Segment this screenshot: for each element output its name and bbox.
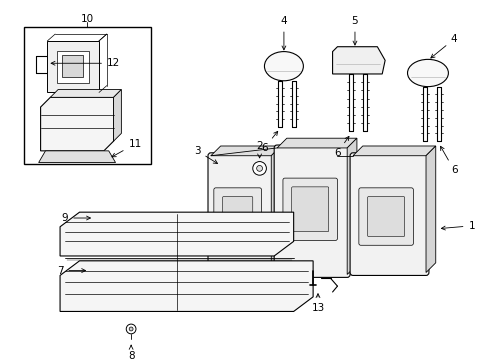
Text: 3: 3 — [194, 146, 217, 163]
Text: 13: 13 — [311, 294, 324, 312]
Text: 9: 9 — [61, 213, 90, 223]
Ellipse shape — [264, 51, 303, 81]
Polygon shape — [57, 51, 89, 83]
Polygon shape — [47, 41, 99, 93]
Text: 7: 7 — [57, 266, 85, 275]
Text: 6: 6 — [440, 146, 457, 175]
Polygon shape — [39, 151, 115, 162]
FancyBboxPatch shape — [274, 145, 349, 278]
Polygon shape — [346, 138, 356, 274]
Text: 2: 2 — [256, 141, 263, 158]
Polygon shape — [113, 90, 121, 141]
FancyBboxPatch shape — [349, 153, 428, 275]
Polygon shape — [210, 146, 281, 156]
FancyBboxPatch shape — [222, 197, 252, 237]
Circle shape — [129, 327, 133, 331]
Circle shape — [252, 162, 266, 175]
Text: 10: 10 — [81, 14, 94, 24]
FancyBboxPatch shape — [358, 188, 412, 245]
Text: 8: 8 — [127, 345, 134, 360]
Polygon shape — [352, 146, 435, 156]
Polygon shape — [425, 146, 435, 273]
Polygon shape — [60, 261, 312, 311]
Text: 6: 6 — [261, 131, 277, 153]
FancyBboxPatch shape — [367, 197, 404, 237]
FancyBboxPatch shape — [213, 188, 261, 245]
Text: 4: 4 — [430, 34, 457, 58]
FancyBboxPatch shape — [283, 178, 337, 240]
Polygon shape — [277, 138, 356, 148]
Bar — [24, 27, 150, 163]
Polygon shape — [271, 146, 281, 273]
Ellipse shape — [407, 59, 447, 87]
Text: 12: 12 — [51, 58, 120, 68]
Polygon shape — [60, 212, 293, 256]
Text: 4: 4 — [280, 17, 286, 50]
Text: 1: 1 — [441, 221, 474, 231]
Text: 5: 5 — [351, 17, 358, 45]
Text: 6: 6 — [333, 136, 348, 158]
Text: 11: 11 — [112, 139, 142, 157]
Circle shape — [256, 166, 262, 171]
FancyBboxPatch shape — [291, 187, 328, 231]
Polygon shape — [50, 90, 121, 97]
Bar — [62, 55, 83, 77]
Polygon shape — [41, 97, 113, 151]
Polygon shape — [332, 47, 385, 74]
FancyBboxPatch shape — [207, 153, 274, 275]
Circle shape — [126, 324, 136, 334]
